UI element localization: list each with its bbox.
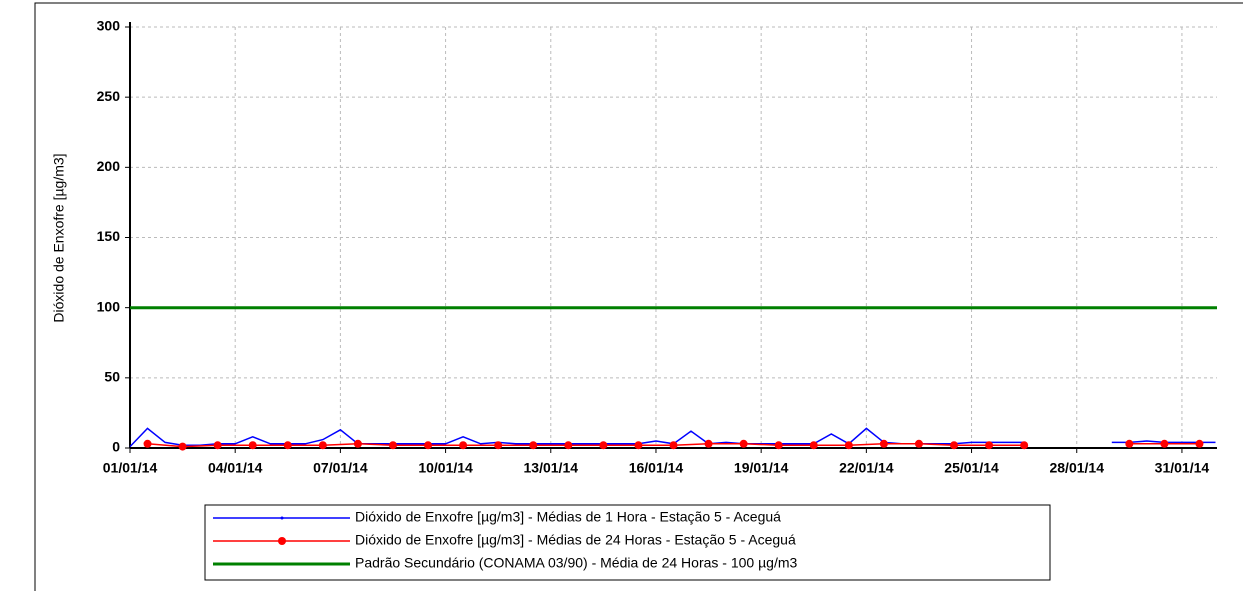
data-point	[388, 441, 397, 450]
x-tick-label: 16/01/14	[629, 460, 684, 476]
data-point	[739, 439, 748, 448]
data-point	[529, 441, 538, 450]
legend-marker	[278, 537, 286, 545]
y-tick-label: 50	[104, 369, 120, 385]
data-point	[774, 441, 783, 450]
data-point	[844, 441, 853, 450]
x-tick-label: 10/01/14	[418, 460, 473, 476]
x-tick-label: 04/01/14	[208, 460, 263, 476]
y-tick-label: 300	[97, 18, 121, 34]
x-tick-label: 31/01/14	[1155, 460, 1210, 476]
data-point	[1195, 439, 1204, 448]
data-point	[669, 441, 678, 450]
data-point	[318, 441, 327, 450]
data-point	[599, 441, 608, 450]
data-point	[213, 441, 222, 450]
data-point	[704, 439, 713, 448]
data-point	[248, 441, 257, 450]
data-point	[424, 441, 433, 450]
x-tick-label: 13/01/14	[524, 460, 579, 476]
data-point	[143, 439, 152, 448]
data-point	[985, 441, 994, 450]
x-tick-label: 28/01/14	[1049, 460, 1104, 476]
data-point	[178, 442, 187, 451]
legend-marker	[280, 516, 284, 520]
data-point	[1160, 439, 1169, 448]
y-tick-label: 150	[97, 228, 121, 244]
y-tick-label: 250	[97, 88, 121, 104]
y-tick-label: 100	[97, 298, 121, 314]
data-point	[914, 439, 923, 448]
y-tick-label: 0	[112, 439, 120, 455]
data-point	[564, 441, 573, 450]
x-tick-label: 22/01/14	[839, 460, 894, 476]
data-point	[1125, 439, 1134, 448]
data-point	[459, 441, 468, 450]
data-point	[879, 439, 888, 448]
data-point	[809, 441, 818, 450]
data-point	[634, 441, 643, 450]
x-tick-label: 01/01/14	[103, 460, 158, 476]
legend-label: Dióxido de Enxofre [µg/m3] - Médias de 2…	[355, 532, 796, 548]
legend-label: Dióxido de Enxofre [µg/m3] - Médias de 1…	[355, 509, 781, 525]
data-point	[950, 441, 959, 450]
data-point	[494, 441, 503, 450]
legend-label: Padrão Secundário (CONAMA 03/90) - Média…	[355, 555, 797, 571]
x-tick-label: 25/01/14	[944, 460, 999, 476]
y-axis-label: Dióxido de Enxofre [µg/m3]	[51, 153, 67, 322]
data-point	[1020, 441, 1029, 450]
y-tick-label: 200	[97, 158, 121, 174]
chart-frame	[34, 2, 1243, 591]
data-point	[353, 439, 362, 448]
x-tick-label: 07/01/14	[313, 460, 368, 476]
x-tick-label: 19/01/14	[734, 460, 789, 476]
data-point	[283, 441, 292, 450]
